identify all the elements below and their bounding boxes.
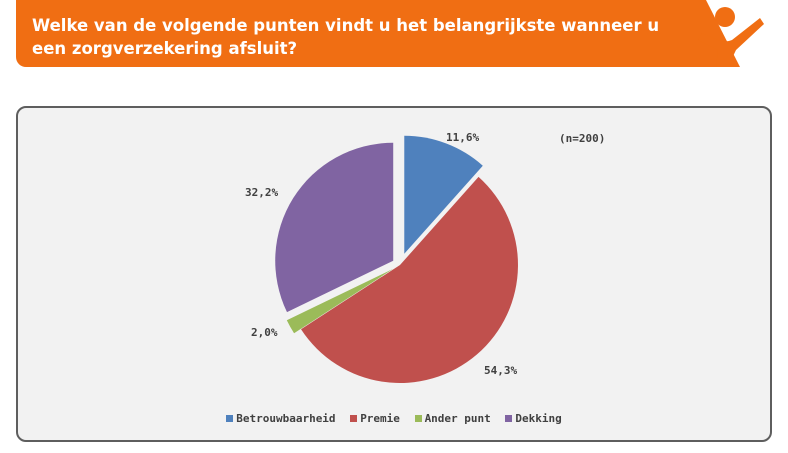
legend-swatch — [414, 415, 422, 422]
person-cheering-icon — [698, 0, 768, 67]
pie-slice-dekking — [275, 142, 394, 313]
data-label-betrouwbaarheid: 11,6% — [446, 131, 480, 144]
pie-slice-ander-punt — [286, 268, 394, 334]
question-title: Welke van de volgende punten vindt u het… — [32, 16, 660, 58]
legend-entry-dekking: Dekking — [505, 412, 562, 425]
legend-label: Ander punt — [424, 412, 491, 425]
legend-label: Premie — [360, 412, 400, 425]
legend-swatch — [505, 415, 513, 422]
legend-swatch — [350, 415, 358, 422]
pie-slice-premie — [301, 176, 518, 383]
data-label-premie: 54,3% — [484, 364, 518, 377]
question-header: Welke van de volgende punten vindt u het… — [16, 0, 768, 67]
pie-slice-betrouwbaarheid — [404, 135, 483, 254]
legend-entry-ander-punt: Ander punt — [414, 412, 491, 425]
legend-label: Dekking — [515, 412, 562, 425]
legend: Betrouwbaarheid Premie Ander punt Dekkin… — [0, 412, 788, 425]
sample-size-note: (n=200) — [559, 132, 606, 145]
data-label-dekking: 32,2% — [245, 186, 279, 199]
data-label-ander-punt: 2,0% — [251, 326, 278, 339]
legend-entry-premie: Premie — [350, 412, 400, 425]
legend-swatch — [226, 415, 234, 422]
legend-label: Betrouwbaarheid — [236, 412, 336, 425]
legend-entry-betrouwbaarheid: Betrouwbaarheid — [226, 412, 336, 425]
